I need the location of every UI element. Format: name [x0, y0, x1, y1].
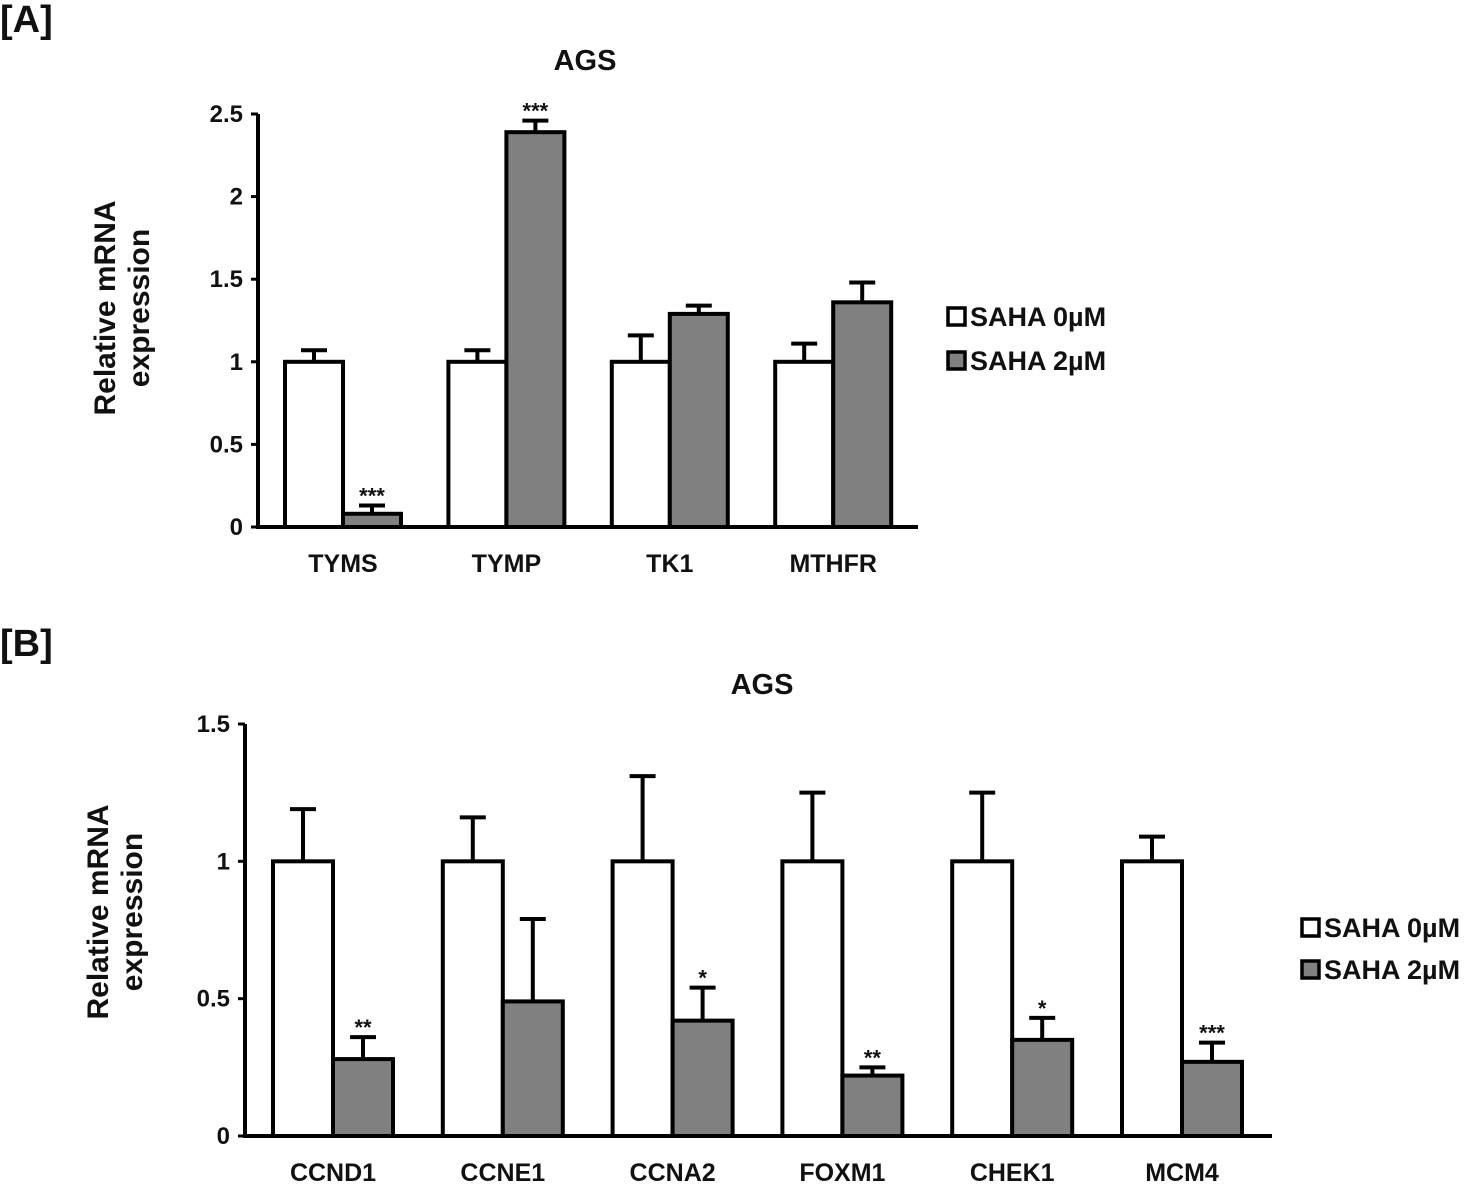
legend-label: SAHA 2µM	[970, 346, 1106, 376]
y-tick-label: 1.5	[210, 266, 243, 293]
bar-control	[610, 859, 675, 1138]
y-axis-label: Relative mRNAexpression	[82, 804, 149, 1019]
x-tick-label: MCM4	[1145, 1159, 1219, 1185]
bar-control	[609, 359, 672, 529]
chart-title: AGS	[731, 669, 794, 701]
significance-label: ***	[1199, 1021, 1225, 1046]
bar-control	[780, 859, 845, 1138]
y-tick-label: 0	[230, 514, 243, 541]
bar-treated	[1010, 1037, 1075, 1139]
chart-title: AGS	[554, 45, 617, 77]
y-axis-label-line: expression	[123, 229, 156, 387]
legend-label: SAHA 2µM	[1324, 955, 1460, 985]
significance-label: ***	[359, 484, 385, 509]
y-axis-label-line: Relative mRNA	[82, 804, 115, 1019]
y-tick-label: 1	[217, 848, 230, 875]
y-tick-label: 0	[217, 1123, 230, 1150]
x-tick-label: TYMS	[308, 550, 377, 578]
legend-swatch	[1300, 917, 1321, 938]
x-tick-label: TK1	[646, 550, 693, 578]
significance-label: **	[354, 1015, 372, 1040]
significance-label: **	[864, 1045, 882, 1070]
bar-treated	[840, 1073, 905, 1139]
legend-label: SAHA 0µM	[970, 302, 1106, 332]
y-tick-label: 0.5	[197, 986, 230, 1013]
y-tick-label: 1	[230, 349, 243, 376]
y-axis-label-line: expression	[116, 833, 149, 991]
bar-treated	[500, 999, 565, 1138]
bar-treated	[670, 1018, 735, 1139]
x-tick-label: TYMP	[472, 550, 541, 578]
x-tick-label: MTHFR	[789, 550, 876, 578]
x-tick-label: CCNA2	[630, 1159, 716, 1185]
bar-treated	[831, 300, 894, 529]
legend-label: SAHA 0µM	[1324, 913, 1460, 943]
y-axis-label-line: Relative mRNA	[89, 200, 122, 415]
bar-control	[446, 359, 509, 529]
legend-swatch	[1300, 959, 1321, 980]
bar-control	[271, 859, 335, 1138]
x-tick-label: CCNE1	[460, 1159, 545, 1185]
chart-panel-a: AGS Relative mRNAexpression 0 0.5 1 1.5 2 2.5 **…	[89, 45, 1106, 578]
bar-treated	[341, 511, 403, 529]
y-tick-label: 1.5	[197, 711, 230, 738]
significance-label: *	[1038, 996, 1047, 1021]
legend-swatch	[946, 306, 967, 327]
bar-control	[283, 359, 345, 529]
bar-treated	[667, 311, 730, 529]
significance-label: *	[698, 966, 707, 991]
x-tick-label: FOXM1	[799, 1159, 885, 1185]
y-tick-label: 0.5	[210, 431, 243, 458]
bar-control	[773, 359, 836, 529]
y-tick-label: 2.5	[210, 101, 243, 128]
bar-treated	[1180, 1059, 1244, 1138]
bar-treated	[331, 1057, 395, 1139]
x-tick-label: CCND1	[290, 1159, 376, 1185]
y-axis-label: Relative mRNAexpression	[89, 200, 156, 415]
panel-b-label: [B]	[0, 623, 53, 665]
bar-treated	[504, 130, 567, 529]
legend-swatch	[946, 350, 967, 371]
x-tick-label: CHEK1	[970, 1159, 1055, 1185]
panel-a-label: [A]	[0, 0, 53, 41]
bar-control	[440, 859, 505, 1138]
bar-control	[950, 859, 1015, 1138]
significance-label: ***	[523, 99, 549, 124]
y-tick-label: 2	[230, 184, 243, 211]
bar-control	[1120, 859, 1184, 1138]
